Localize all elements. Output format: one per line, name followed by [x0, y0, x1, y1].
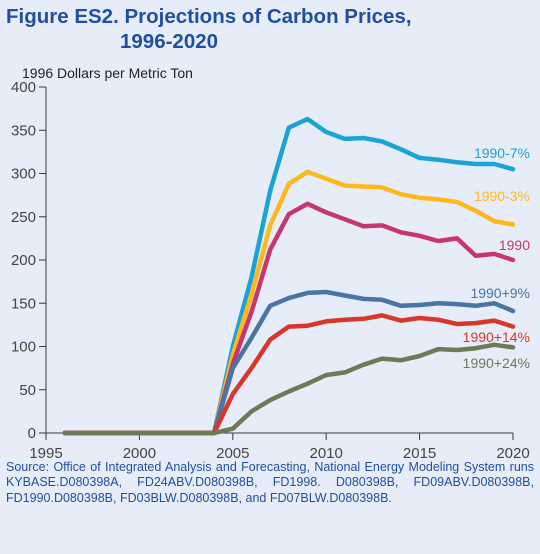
y-tick-label: 50 [19, 382, 36, 399]
y-tick-label: 150 [11, 295, 36, 312]
chart-series [62, 116, 516, 436]
source-note: Source: Office of Integrated Analysis an… [6, 460, 534, 505]
series-line-1990+24% [62, 342, 516, 436]
y-tick-label: 0 [28, 425, 36, 442]
y-tick-label: 200 [11, 252, 36, 269]
chart-axes: 0 50 100 150 200 250 300 350 400 1995 2000 2005 2010… [11, 79, 530, 462]
series-label-1990+14%: 1990+14% [463, 329, 530, 345]
x-tick-label: 1995 [29, 445, 62, 462]
series-line-1990+14% [62, 313, 516, 436]
x-tick-label: 2005 [216, 445, 249, 462]
y-tick-label: 400 [11, 79, 36, 96]
x-tick-label: 2020 [496, 445, 529, 462]
chart-series-labels: 1990-7% 1990-3% 1990 1990+9% 1990+14% 1990+24… [463, 145, 531, 371]
series-label-1990+24%: 1990+24% [463, 355, 530, 371]
series-label-1990-3%: 1990-3% [474, 188, 530, 204]
y-tick-label: 250 [11, 209, 36, 226]
series-label-1990-7%: 1990-7% [474, 145, 530, 161]
y-axis-unit-label: 1996 Dollars per Metric Ton [22, 65, 193, 81]
series-line-1990 [62, 201, 516, 436]
x-tick-label: 2010 [310, 445, 343, 462]
y-tick-label: 350 [11, 122, 36, 139]
series-label-1990+9%: 1990+9% [470, 285, 530, 301]
x-tick-label: 2015 [403, 445, 436, 462]
series-label-1990: 1990 [499, 237, 530, 253]
y-tick-label: 100 [11, 339, 36, 356]
figure-title: Figure ES2. Projections of Carbon Prices… [6, 4, 412, 54]
title-line-2: 1996-2020 [120, 30, 219, 53]
series-line-1990-7% [62, 116, 516, 436]
x-tick-label: 2000 [123, 445, 156, 462]
y-tick-label: 300 [11, 166, 36, 183]
title-line-1: Figure ES2. Projections of Carbon Prices… [6, 5, 412, 28]
series-line-1990+9% [62, 289, 516, 436]
